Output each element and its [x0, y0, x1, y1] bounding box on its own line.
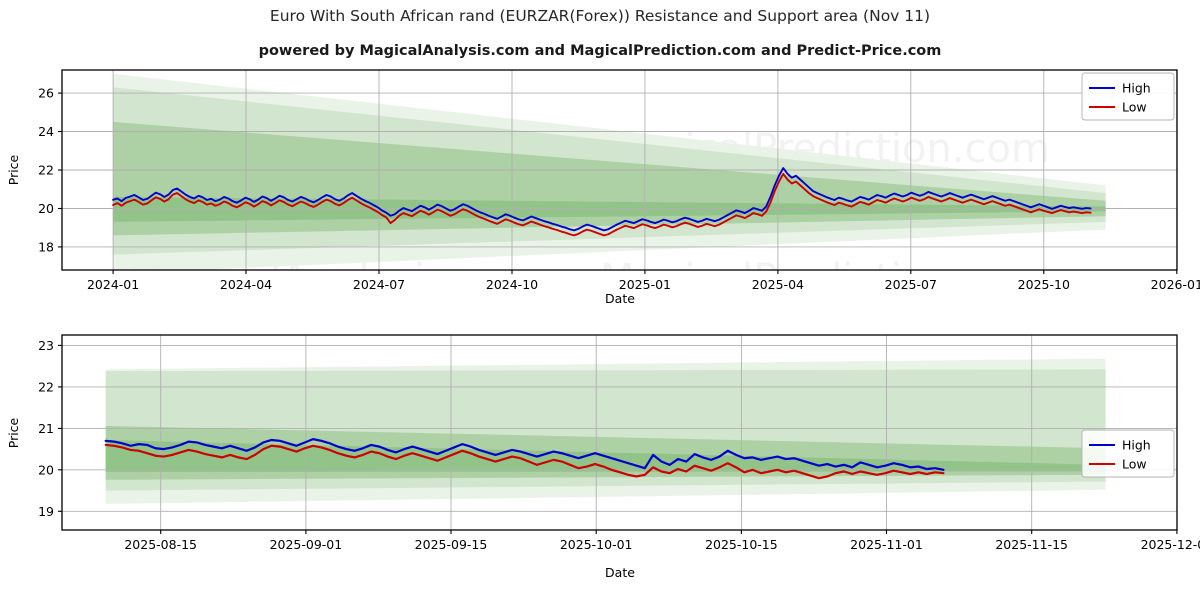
overview-yaxis-title: Price	[6, 154, 21, 185]
zoom-xaxis-title: Date	[605, 565, 635, 580]
legend-label-high[interactable]: High	[1122, 438, 1151, 453]
legend-label-low[interactable]: Low	[1122, 457, 1147, 472]
watermark: MagicalPrediction.com	[600, 256, 1050, 302]
xtick-label: 2025-09-15	[415, 537, 488, 552]
xtick-label: 2025-08-15	[124, 537, 197, 552]
overview-chart: MagicalAnalysis.comMagicalPrediction.com…	[6, 69, 1200, 306]
legend-label-high[interactable]: High	[1122, 81, 1151, 96]
ytick-label: 20	[38, 201, 54, 216]
xtick-label: 2025-11-15	[995, 537, 1068, 552]
xtick-label: 2025-10	[1018, 277, 1070, 292]
series-line-high	[104, 438, 945, 471]
xtick-label: 2025-10-01	[560, 537, 633, 552]
overview-xaxis-title: Date	[605, 291, 635, 306]
zoom-yaxis-title: Price	[6, 417, 21, 448]
xtick-label: 2024-01	[87, 277, 139, 292]
legend-box	[1081, 72, 1175, 121]
zoom-legend[interactable]: High Low	[1081, 429, 1175, 478]
ytick-label: 18	[38, 239, 54, 254]
page-title: Euro With South African rand (EURZAR(For…	[269, 7, 931, 25]
ytick-label: 21	[38, 421, 54, 436]
ytick-label: 23	[38, 338, 54, 353]
xtick-label: 2025-09-01	[270, 537, 343, 552]
series-line-high	[112, 167, 1092, 232]
legend-label-low[interactable]: Low	[1122, 100, 1147, 115]
xtick-label: 2025-01	[619, 277, 671, 292]
ytick-label: 26	[38, 86, 54, 101]
legend-box	[1081, 429, 1175, 478]
ytick-label: 20	[38, 462, 54, 477]
xtick-label: 2024-10	[486, 277, 538, 292]
series-line-low	[112, 172, 1092, 237]
xtick-label: 2025-07	[885, 277, 937, 292]
xtick-label: 2024-04	[220, 277, 272, 292]
plot-frame	[61, 334, 1178, 531]
ytick-label: 22	[38, 163, 54, 178]
xtick-label: 2025-04	[752, 277, 804, 292]
xtick-label: 2026-01	[1151, 277, 1200, 292]
ytick-label: 19	[38, 504, 54, 519]
series-line-low	[104, 443, 945, 480]
xtick-label: 2025-11-01	[850, 537, 923, 552]
zoom-chart: MagicalAnalysis.comMagicalPrediction.com…	[6, 334, 1200, 580]
overview-legend[interactable]: High Low	[1081, 72, 1175, 121]
xtick-label: 2025-10-15	[705, 537, 778, 552]
xtick-label: 2024-07	[353, 277, 405, 292]
xtick-label: 2025-12-01	[1141, 537, 1200, 552]
ytick-label: 22	[38, 379, 54, 394]
page-subtitle: powered by MagicalAnalysis.com and Magic…	[258, 43, 942, 59]
ytick-label: 24	[38, 124, 54, 139]
